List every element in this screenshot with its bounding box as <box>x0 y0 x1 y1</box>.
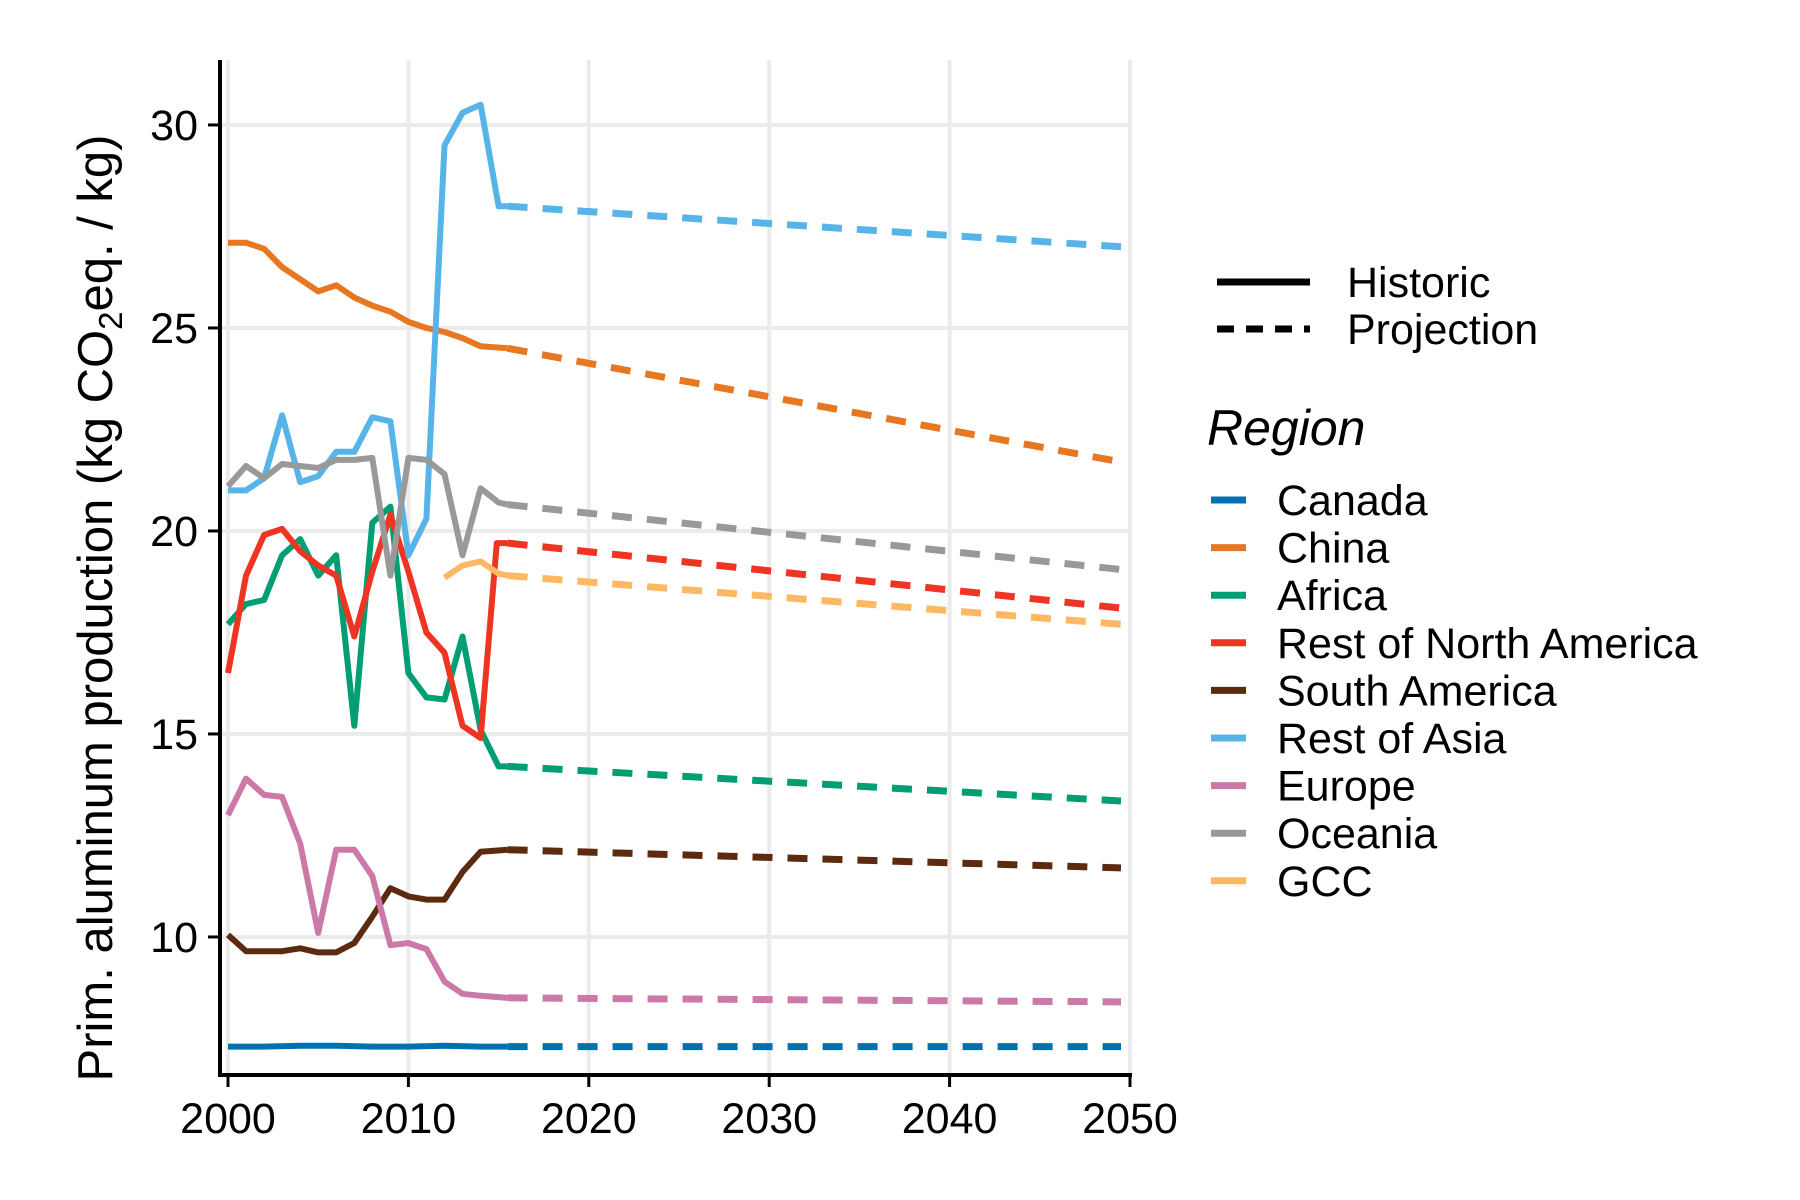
y-tick-label: 10 <box>150 914 198 962</box>
y-tick-label: 25 <box>150 305 198 353</box>
series-china-historic <box>228 239 508 352</box>
linetype-legend-label: Historic <box>1347 259 1490 307</box>
axes <box>218 60 1132 1077</box>
series-gcc-historic <box>442 558 509 581</box>
series-gcc-projection <box>507 572 1122 628</box>
legend-title: Region <box>1207 400 1365 456</box>
legend-label: Africa <box>1277 572 1387 620</box>
legend-label: Rest of North America <box>1277 620 1698 668</box>
series-europe-historic <box>225 775 508 1001</box>
series-africa-historic <box>225 503 508 770</box>
legend-label: Oceania <box>1277 810 1437 858</box>
legend-label: Canada <box>1277 477 1428 525</box>
x-tick-label: 2030 <box>721 1095 817 1143</box>
series-rest-of-asia-historic <box>228 101 508 559</box>
series-africa-projection <box>507 762 1122 805</box>
y-tick-label: 20 <box>150 508 198 556</box>
x-axis-ticks: 2000 2010 2020 2030 2040 2050 <box>180 1075 1178 1143</box>
series-rest-of-north-america-projection <box>507 539 1122 612</box>
series-canada-historic <box>228 1042 508 1050</box>
y-axis-ticks: 10 15 20 25 30 <box>150 102 220 962</box>
y-tick-label: 30 <box>150 102 198 150</box>
y-tick-label: 15 <box>150 711 198 759</box>
legend-label: South America <box>1277 667 1557 715</box>
x-tick-label: 2050 <box>1082 1095 1178 1143</box>
linetype-legend-label: Projection <box>1347 306 1538 354</box>
series-china-projection <box>506 344 1122 466</box>
y-axis-title: Prim. aluminum production (kg CO2eq. / k… <box>69 135 129 1082</box>
series-south-america-projection <box>507 846 1122 872</box>
series-europe-projection <box>507 994 1122 1006</box>
series-lines <box>225 101 1122 1051</box>
legend-label: China <box>1277 525 1389 573</box>
grid-lines <box>220 60 1132 1075</box>
x-tick-label: 2000 <box>180 1095 276 1143</box>
series-oceania-historic <box>225 454 509 579</box>
x-tick-label: 2040 <box>902 1095 998 1143</box>
series-oceania-projection <box>507 501 1122 573</box>
x-tick-label: 2020 <box>541 1095 637 1143</box>
series-south-america-historic <box>225 846 508 956</box>
series-rest-of-north-america-historic <box>225 511 508 741</box>
legend-label: GCC <box>1277 858 1373 906</box>
x-tick-label: 2010 <box>361 1095 457 1143</box>
legend-label: Rest of Asia <box>1277 715 1507 763</box>
series-rest-of-asia-projection <box>507 202 1122 251</box>
legend-label: Europe <box>1277 763 1416 811</box>
